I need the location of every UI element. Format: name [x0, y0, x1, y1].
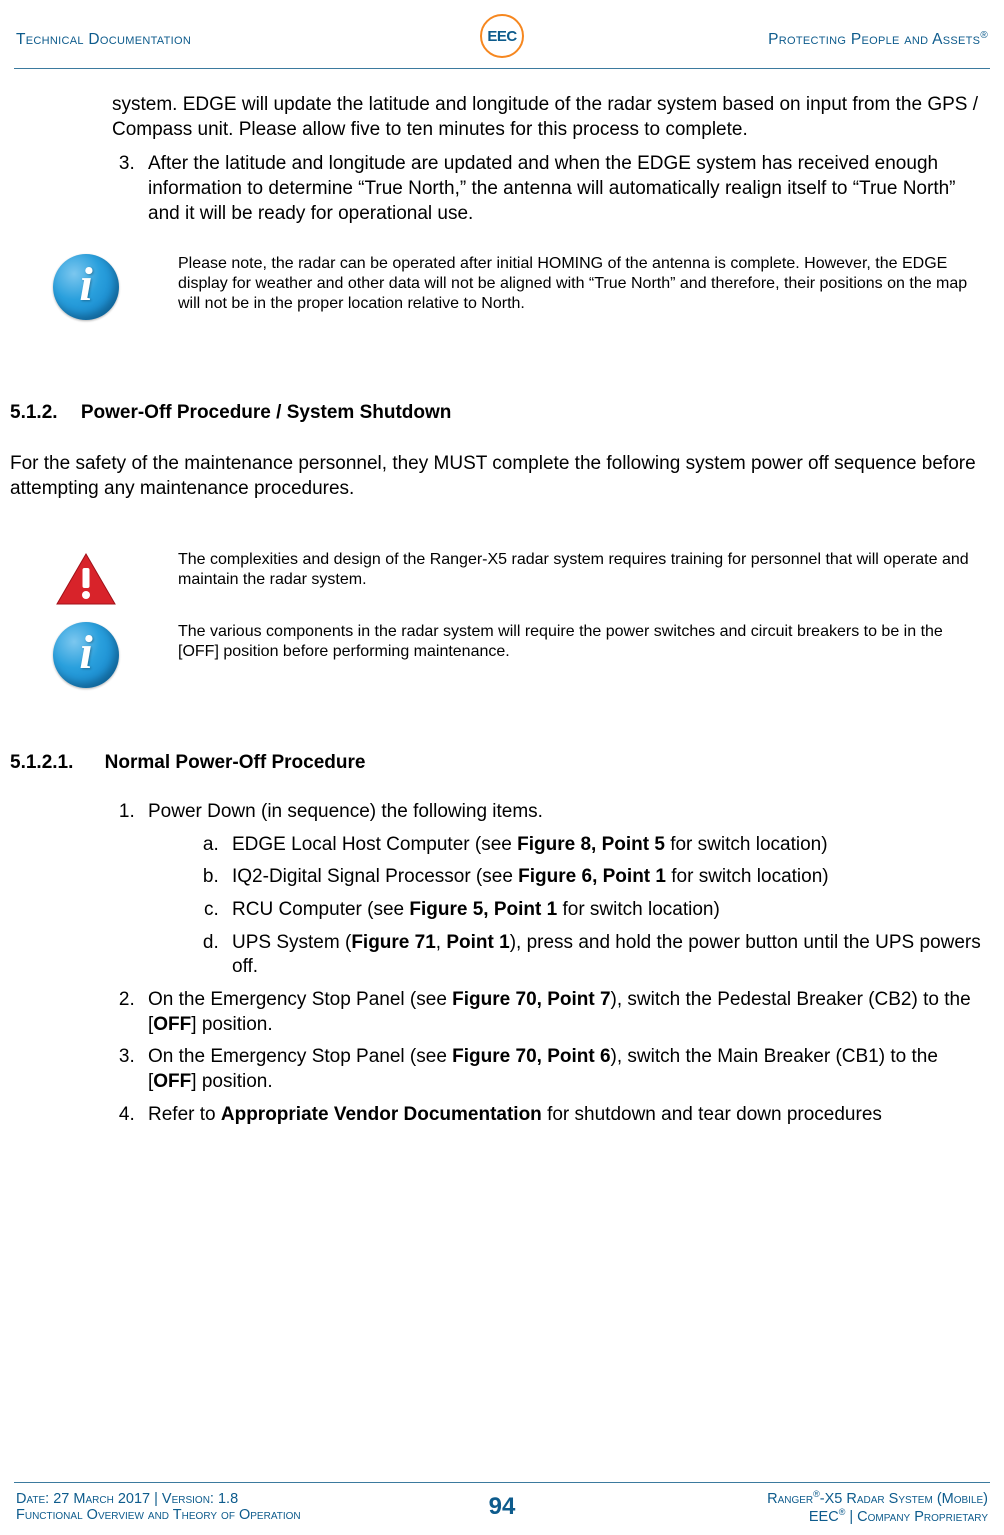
- header-right-text: Protecting People and Assets: [768, 32, 980, 49]
- section-number: 5.1.2.1.: [10, 752, 73, 774]
- header-right: Protecting People and Assets®: [524, 30, 988, 49]
- continued-paragraph-text: system. EDGE will update the latitude an…: [112, 93, 988, 142]
- section-number: 5.1.2.: [10, 402, 58, 424]
- footer-rule: [14, 1482, 990, 1483]
- step-2: On the Emergency Stop Panel (see Figure …: [140, 988, 988, 1037]
- power-off-steps: Power Down (in sequence) the following i…: [80, 800, 994, 1128]
- info-callout-2-text: The various components in the radar syst…: [178, 622, 974, 662]
- content: system. EDGE will update the latitude an…: [10, 93, 994, 1127]
- logo: EEC: [480, 18, 524, 62]
- step-3: On the Emergency Stop Panel (see Figure …: [140, 1045, 988, 1094]
- footer-right: Ranger®-X5 Radar System (Mobile) EEC® | …: [515, 1489, 988, 1525]
- ordered-list-continued: After the latitude and longitude are upd…: [80, 152, 994, 226]
- footer-doc-title: Functional Overview and Theory of Operat…: [16, 1507, 489, 1523]
- step-1-intro: Power Down (in sequence) the following i…: [148, 801, 543, 822]
- footer-company: EEC® | Company Proprietary: [515, 1507, 988, 1525]
- footer-date-version: Date: 27 March 2017 | Version: 1.8: [16, 1491, 489, 1507]
- warning-icon: [53, 550, 119, 610]
- section-heading-5-1-2: 5.1.2. Power-Off Procedure / System Shut…: [10, 402, 994, 424]
- header-left: Technical Documentation: [16, 31, 480, 49]
- info-icon: i: [53, 622, 119, 688]
- step-1d: UPS System (Figure 71, Point 1), press a…: [224, 931, 988, 980]
- step-1: Power Down (in sequence) the following i…: [140, 800, 988, 980]
- warning-callout-text: The complexities and design of the Range…: [178, 550, 974, 590]
- page-footer: Date: 27 March 2017 | Version: 1.8 Funct…: [10, 1474, 994, 1525]
- page-header: Technical Documentation EEC Protecting P…: [10, 18, 994, 68]
- section-title: Power-Off Procedure / System Shutdown: [81, 402, 452, 423]
- info-callout-2: i The various components in the radar sy…: [50, 622, 974, 688]
- section-5-1-2-intro: For the safety of the maintenance person…: [10, 452, 988, 501]
- footer-page-number: 94: [489, 1493, 516, 1521]
- info-callout-1: i Please note, the radar can be operated…: [50, 254, 974, 320]
- step-1b: IQ2-Digital Signal Processor (see Figure…: [224, 865, 988, 890]
- info-icon: i: [53, 254, 119, 320]
- section-heading-5-1-2-1: 5.1.2.1. Normal Power-Off Procedure: [10, 752, 994, 774]
- list-item-3: After the latitude and longitude are upd…: [140, 152, 988, 226]
- footer-product: Ranger®-X5 Radar System (Mobile): [515, 1489, 988, 1507]
- logo-text: EEC: [487, 28, 516, 45]
- continued-paragraph: system. EDGE will update the latitude an…: [112, 93, 988, 142]
- footer-left: Date: 27 March 2017 | Version: 1.8 Funct…: [16, 1491, 489, 1523]
- section-title: Normal Power-Off Procedure: [105, 752, 366, 773]
- registered-mark: ®: [980, 30, 988, 41]
- header-rule: [14, 68, 990, 69]
- step-1c: RCU Computer (see Figure 5, Point 1 for …: [224, 898, 988, 923]
- step-4: Refer to Appropriate Vendor Documentatio…: [140, 1103, 988, 1128]
- warning-callout: The complexities and design of the Range…: [50, 550, 974, 610]
- step-1a: EDGE Local Host Computer (see Figure 8, …: [224, 833, 988, 858]
- info-callout-1-text: Please note, the radar can be operated a…: [178, 254, 974, 314]
- step-1-sublist: EDGE Local Host Computer (see Figure 8, …: [196, 833, 988, 980]
- logo-circle: EEC: [480, 14, 524, 58]
